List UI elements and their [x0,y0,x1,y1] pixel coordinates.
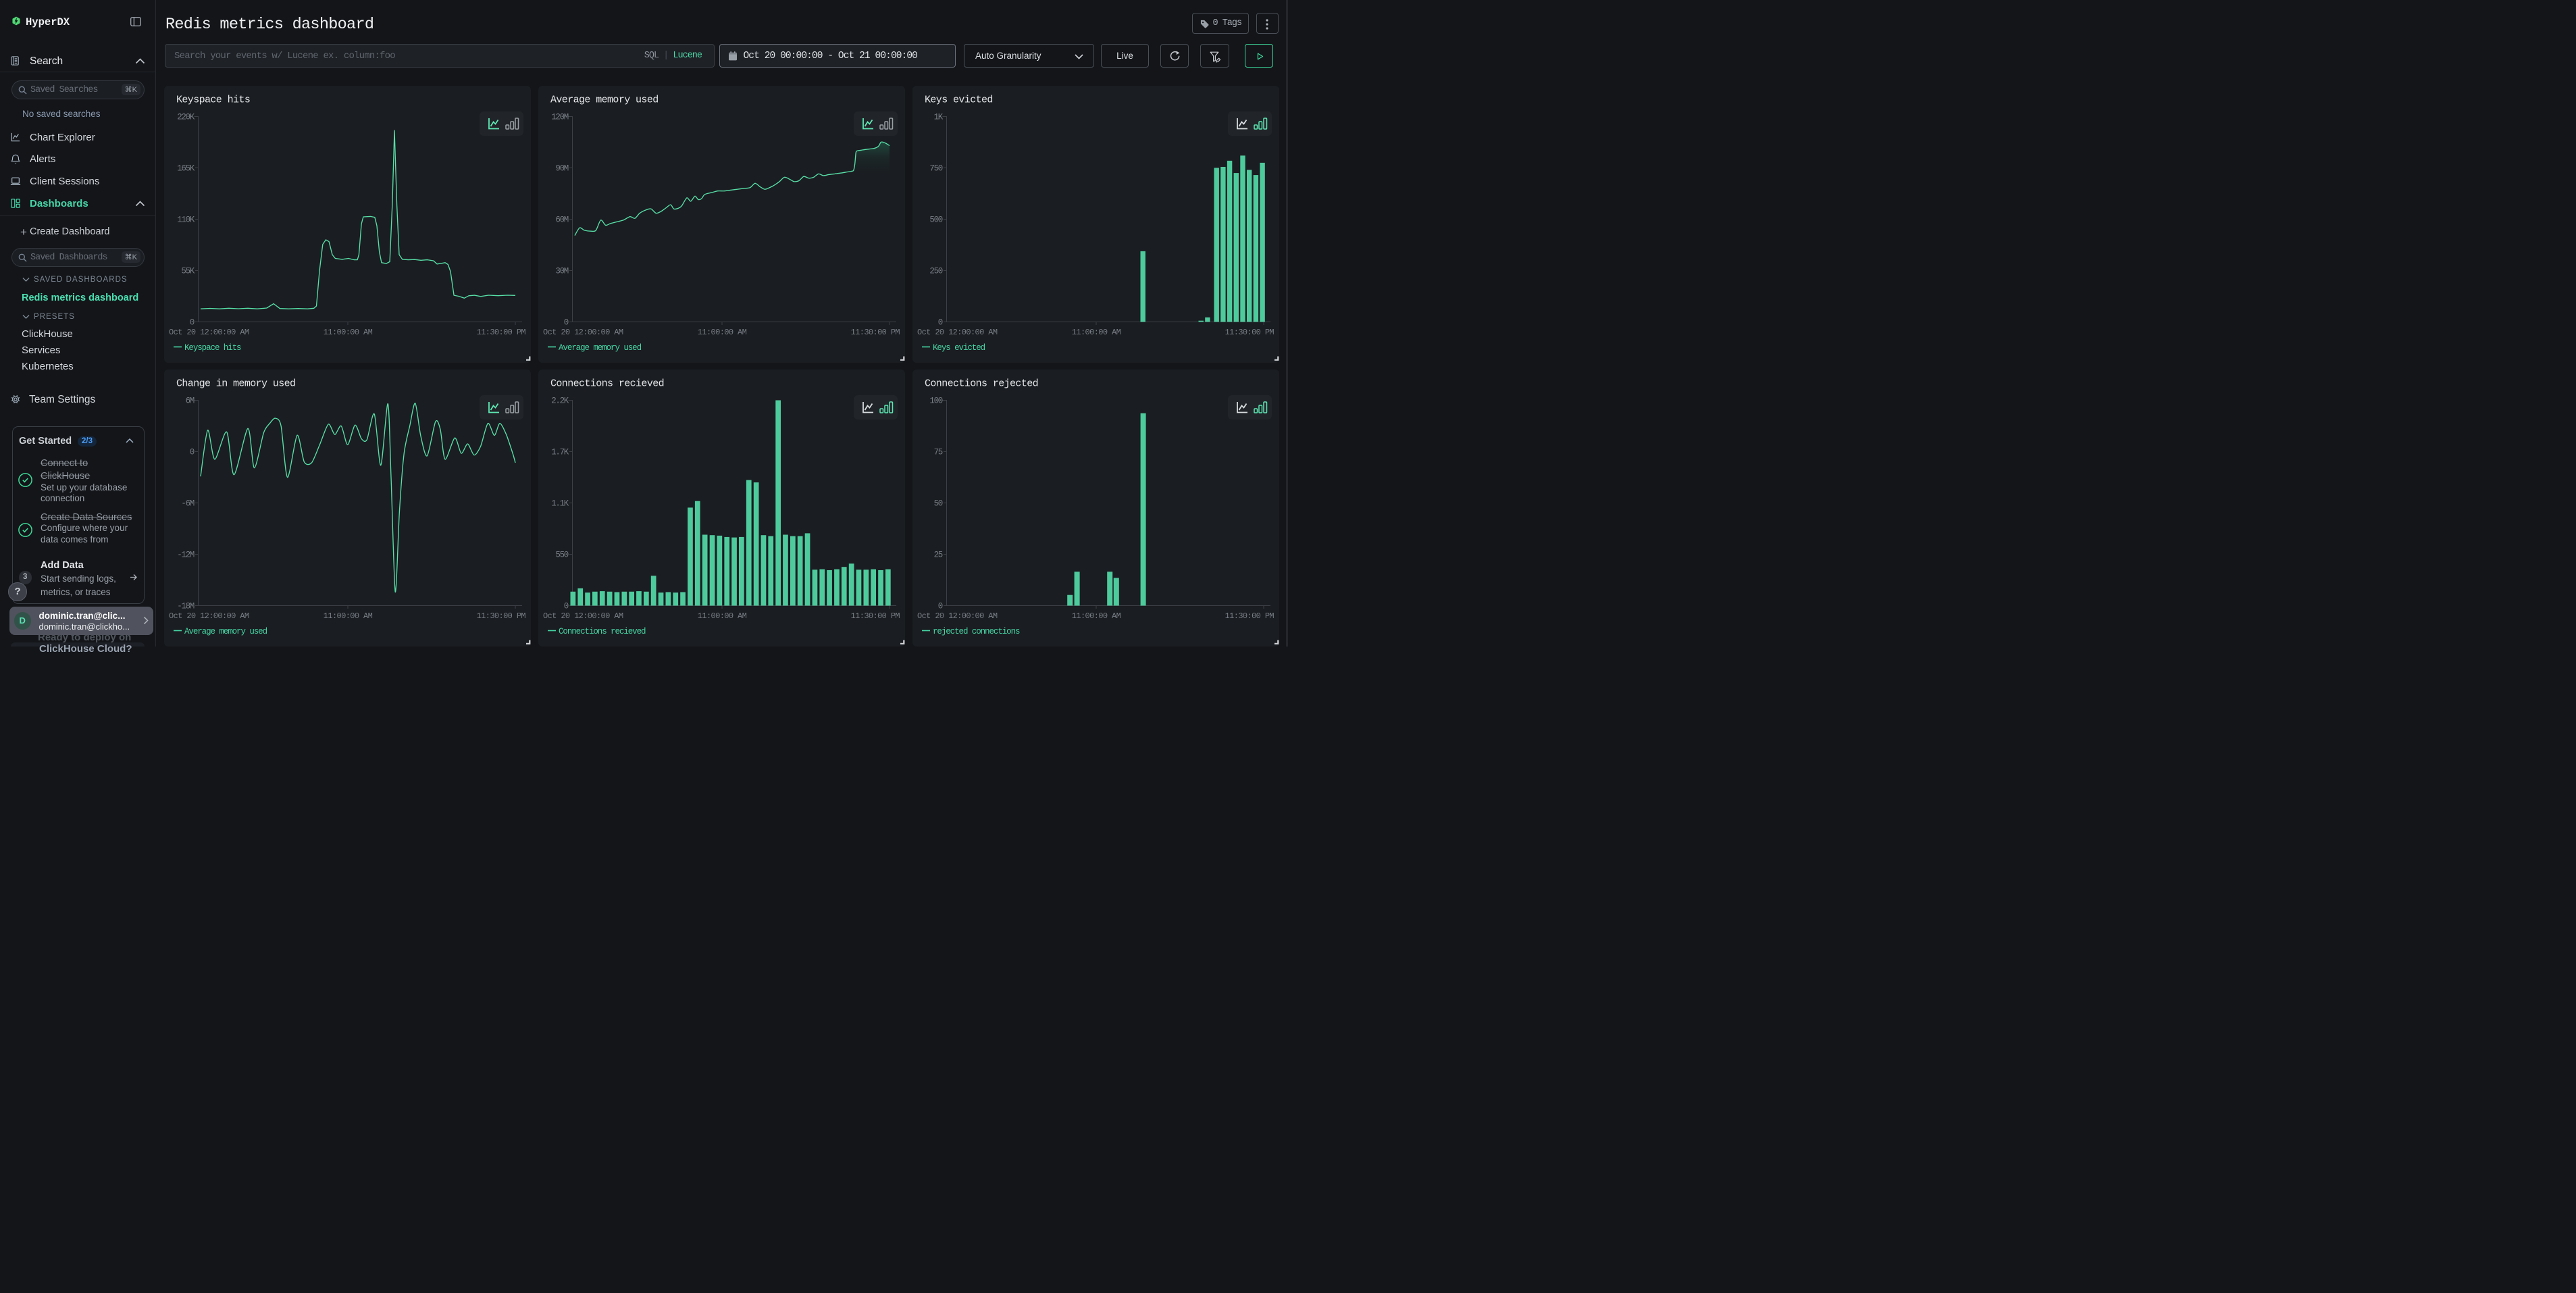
svg-text:6M: 6M [186,397,195,406]
svg-text:Average memory used: Average memory used [559,343,642,353]
svg-text:11:00:00 AM: 11:00:00 AM [324,611,373,621]
svg-text:rejected connections: rejected connections [933,627,1020,636]
svg-text:11:30:00 PM: 11:30:00 PM [851,611,900,621]
svg-text:2.2K: 2.2K [551,397,569,406]
svg-text:Keyspace hits: Keyspace hits [184,343,241,353]
svg-text:Average memory used: Average memory used [184,627,267,636]
svg-text:750: 750 [929,164,942,174]
svg-text:Keys evicted: Keys evicted [925,95,993,106]
svg-text:110K: 110K [177,216,195,225]
svg-text:60M: 60M [555,216,568,225]
svg-text:250: 250 [929,267,942,276]
svg-text:1.1K: 1.1K [551,499,569,509]
svg-text:165K: 165K [177,164,195,174]
svg-text:11:30:00 PM: 11:30:00 PM [851,328,900,337]
svg-text:1.7K: 1.7K [551,448,569,457]
svg-text:30M: 30M [555,267,568,276]
svg-text:0: 0 [564,602,569,611]
svg-text:Average memory used: Average memory used [550,95,659,106]
svg-text:Oct 20 12:00:00 AM: Oct 20 12:00:00 AM [169,611,249,621]
svg-text:11:30:00 PM: 11:30:00 PM [1225,328,1274,337]
svg-text:1K: 1K [933,113,943,122]
svg-text:500: 500 [929,216,942,225]
svg-text:220K: 220K [177,113,195,122]
svg-text:11:00:00 AM: 11:00:00 AM [1071,611,1120,621]
svg-text:Oct 20 12:00:00 AM: Oct 20 12:00:00 AM [543,611,623,621]
svg-text:25: 25 [933,551,942,560]
svg-text:Oct 20 12:00:00 AM: Oct 20 12:00:00 AM [169,328,249,337]
svg-text:11:00:00 AM: 11:00:00 AM [698,611,747,621]
svg-text:0: 0 [564,318,569,328]
svg-text:11:30:00 PM: 11:30:00 PM [477,328,526,337]
svg-text:Keys evicted: Keys evicted [933,343,985,353]
svg-text:11:30:00 PM: 11:30:00 PM [477,611,526,621]
svg-text:Connections rejected: Connections rejected [925,378,1038,390]
svg-text:Keyspace hits: Keyspace hits [176,95,250,106]
svg-text:0: 0 [937,602,942,611]
svg-text:0: 0 [190,318,195,328]
svg-text:90M: 90M [555,164,568,174]
svg-text:11:00:00 AM: 11:00:00 AM [324,328,373,337]
svg-text:Change in memory used: Change in memory used [176,378,295,390]
svg-text:100: 100 [929,397,942,406]
svg-text:Oct 20 12:00:00 AM: Oct 20 12:00:00 AM [917,611,998,621]
svg-text:75: 75 [933,448,942,457]
svg-text:0: 0 [937,318,942,328]
svg-text:550: 550 [555,551,568,560]
svg-text:-18M: -18M [177,602,195,611]
svg-text:Oct 20 12:00:00 AM: Oct 20 12:00:00 AM [917,328,998,337]
svg-text:Oct 20 12:00:00 AM: Oct 20 12:00:00 AM [543,328,623,337]
svg-text:-12M: -12M [177,551,195,560]
svg-text:50: 50 [933,499,942,509]
svg-text:11:30:00 PM: 11:30:00 PM [1225,611,1274,621]
svg-text:-6M: -6M [181,499,194,509]
svg-text:11:00:00 AM: 11:00:00 AM [1071,328,1120,337]
svg-text:55K: 55K [181,267,195,276]
svg-text:11:00:00 AM: 11:00:00 AM [698,328,747,337]
svg-text:Connections recieved: Connections recieved [550,378,664,390]
svg-text:0: 0 [190,448,195,457]
svg-text:120M: 120M [551,113,569,122]
svg-text:Connections recieved: Connections recieved [559,627,646,636]
